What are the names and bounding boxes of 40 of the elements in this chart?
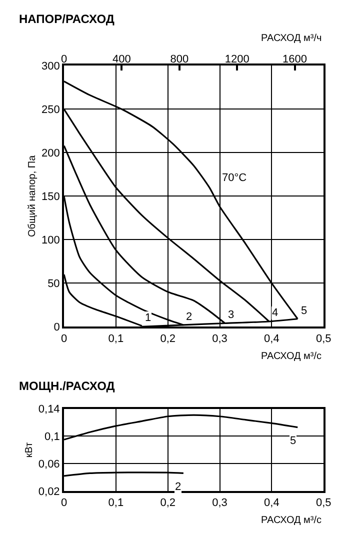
x-tick-label: 0,3 [212,497,228,510]
y-tick-label: 100 [41,234,60,247]
x-tick-label: 0,5 [316,332,332,345]
y-axis-title: Общий напор, Па [26,154,38,237]
x-tick-label: 0,3 [212,332,228,345]
series-label: 5 [301,305,308,317]
chart-title: НАПОР/РАСХОД [19,12,115,26]
x-tick-label: 0,1 [108,497,124,510]
y-tick-label: 0,02 [38,486,60,498]
x2-tick-label: 1200 [224,53,250,66]
series-label: 2 [175,481,182,493]
x-axis-title: РАСХОД м³/с [261,351,322,362]
series-label: 5 [290,435,296,447]
y-tick-label: 300 [41,60,60,72]
x2-axis-title: РАСХОД м³/ч [261,33,322,44]
x-tick-label: 0,4 [264,332,280,345]
x2-tick-label: 1600 [282,53,307,66]
y-tick-label: 0,06 [38,458,60,470]
y-tick-label: 0 [54,322,60,334]
x2-tick-label: 400 [112,53,131,66]
chart-title: МОЩН./РАСХОД [19,379,116,393]
series-label: 2 [186,311,192,323]
series-label: 4 [272,307,278,319]
y-tick-label: 50 [48,278,60,290]
x2-tick-label: 800 [170,53,189,66]
x-axis-title: РАСХОД м³/с [261,515,322,526]
y-tick-label: 150 [41,191,60,204]
y-tick-label: 250 [41,104,60,116]
x-tick-label: 0,2 [160,332,176,345]
x-tick-label: 0,1 [108,332,124,345]
y-axis-title: кВт [24,442,35,458]
x-tick-label: 0,2 [160,497,176,510]
series-label: 1 [145,312,152,324]
y-tick-label: 0,14 [38,404,60,416]
y-tick-label: 0,1 [44,431,60,444]
x-tick-label: 0,4 [264,497,280,510]
y-tick-label: 200 [41,148,60,160]
annotation: 70°C [222,172,247,184]
x-tick-label: 0,5 [316,497,332,510]
series-label: 3 [228,309,234,321]
